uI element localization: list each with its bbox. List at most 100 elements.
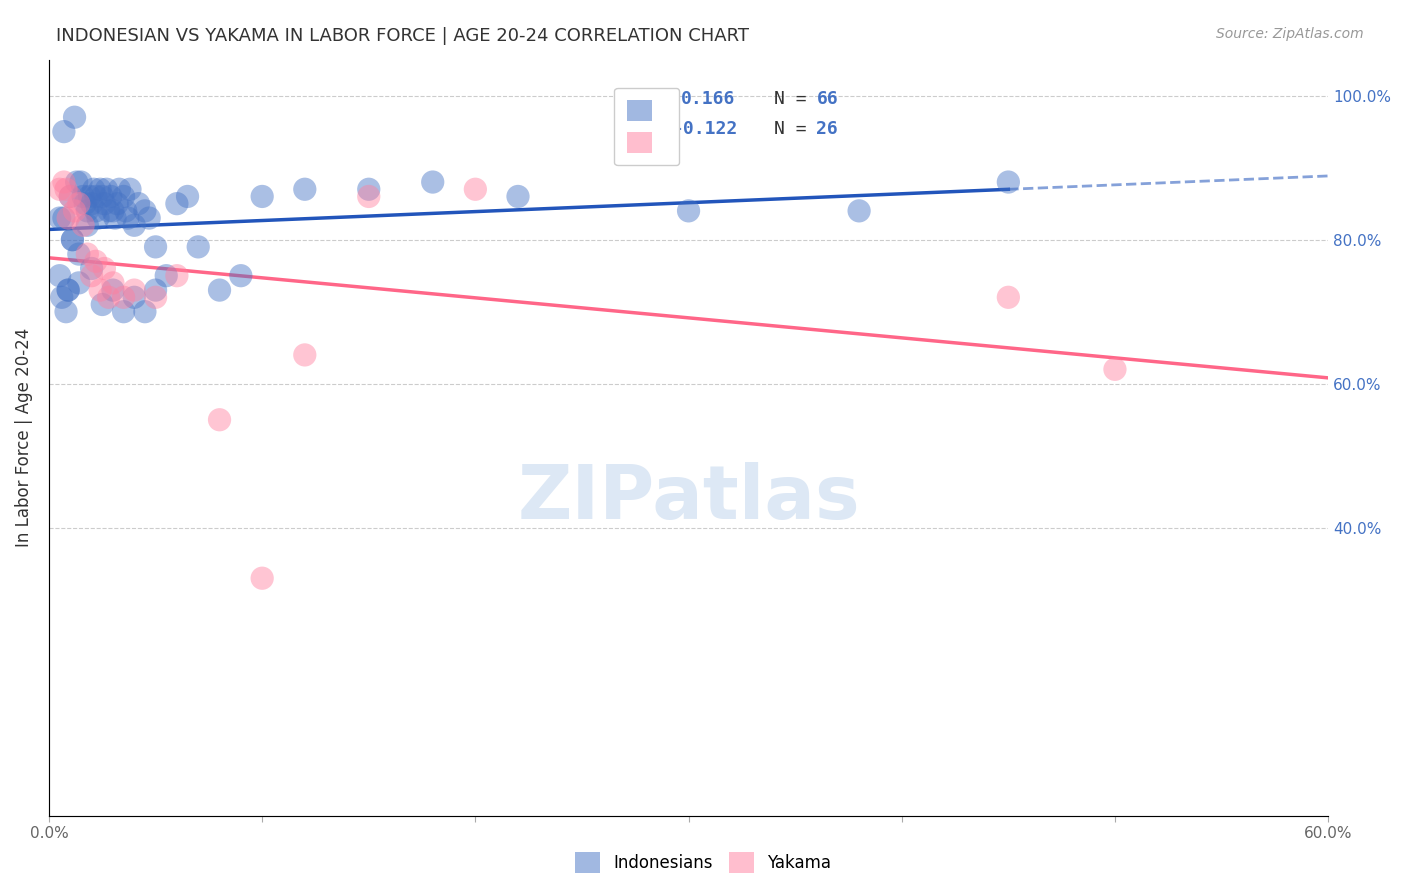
Point <box>55 304 77 318</box>
Point <box>145 283 167 297</box>
Point <box>997 290 1019 304</box>
Point <box>108 182 131 196</box>
Point <box>128 196 150 211</box>
Point <box>84 203 107 218</box>
Point <box>56 211 79 225</box>
Point <box>52 175 75 189</box>
Point <box>63 110 86 124</box>
Point <box>87 211 110 225</box>
Point <box>112 189 135 203</box>
Point <box>72 189 94 203</box>
Text: -0.122: -0.122 <box>672 120 737 138</box>
Point <box>176 189 198 203</box>
Point <box>105 196 128 211</box>
Point <box>122 219 145 233</box>
Point <box>208 283 231 297</box>
Point <box>250 189 273 203</box>
Point <box>91 297 114 311</box>
Point <box>134 203 156 218</box>
Point <box>118 182 141 196</box>
Point <box>62 233 84 247</box>
Point <box>48 182 70 196</box>
Point <box>67 196 90 211</box>
Point <box>67 276 90 290</box>
Point <box>357 182 380 196</box>
Point <box>97 290 120 304</box>
Point <box>145 240 167 254</box>
Point <box>72 219 94 233</box>
Point <box>91 189 114 203</box>
Point <box>76 247 98 261</box>
Point <box>93 261 115 276</box>
Point <box>422 175 444 189</box>
Point <box>101 203 124 218</box>
Point <box>112 304 135 318</box>
Point <box>80 261 103 276</box>
Point <box>96 182 118 196</box>
Point <box>56 283 79 297</box>
Point <box>56 283 79 297</box>
Point <box>79 189 101 203</box>
Point <box>122 290 145 304</box>
Point <box>187 240 209 254</box>
Point <box>250 571 273 585</box>
Point <box>52 125 75 139</box>
Point <box>75 196 97 211</box>
Point <box>145 290 167 304</box>
Point <box>208 413 231 427</box>
Text: 66: 66 <box>817 90 838 108</box>
Point <box>1104 362 1126 376</box>
Legend: Indonesians, Yakama: Indonesians, Yakama <box>568 846 838 880</box>
Point <box>848 203 870 218</box>
Text: ZIPatlas: ZIPatlas <box>517 462 860 535</box>
Point <box>59 189 82 203</box>
Point <box>166 268 188 283</box>
Point <box>55 182 77 196</box>
Point <box>51 290 73 304</box>
Point <box>678 203 700 218</box>
Point <box>101 276 124 290</box>
Legend: , : , <box>614 87 679 165</box>
Point <box>112 290 135 304</box>
Point <box>97 203 120 218</box>
Point <box>80 268 103 283</box>
Point <box>506 189 529 203</box>
Point <box>155 268 177 283</box>
Point <box>76 203 98 218</box>
Point <box>122 283 145 297</box>
Text: INDONESIAN VS YAKAMA IN LABOR FORCE | AGE 20-24 CORRELATION CHART: INDONESIAN VS YAKAMA IN LABOR FORCE | AG… <box>56 27 749 45</box>
Point <box>294 182 316 196</box>
Point <box>138 211 160 225</box>
Point <box>357 189 380 203</box>
Point <box>166 196 188 211</box>
Point <box>67 247 90 261</box>
Point <box>117 211 139 225</box>
Point <box>89 283 111 297</box>
Point <box>89 182 111 196</box>
Point <box>76 219 98 233</box>
Point <box>48 211 70 225</box>
Point <box>229 268 252 283</box>
Point <box>48 268 70 283</box>
Point <box>114 203 136 218</box>
Text: Source: ZipAtlas.com: Source: ZipAtlas.com <box>1216 27 1364 41</box>
Point <box>101 283 124 297</box>
Point <box>93 196 115 211</box>
Point <box>84 254 107 268</box>
Point <box>66 175 89 189</box>
Point <box>134 304 156 318</box>
Text: R =: R = <box>636 120 678 138</box>
Point <box>997 175 1019 189</box>
Text: 26: 26 <box>817 120 838 138</box>
Point <box>464 182 486 196</box>
Point <box>52 211 75 225</box>
Point <box>62 233 84 247</box>
Point <box>100 189 122 203</box>
Text: R =: R = <box>636 90 689 108</box>
Point <box>294 348 316 362</box>
Text: N =: N = <box>775 90 818 108</box>
Point <box>83 182 105 196</box>
Point <box>70 175 93 189</box>
Text: 0.166: 0.166 <box>681 90 735 108</box>
Point <box>84 189 107 203</box>
